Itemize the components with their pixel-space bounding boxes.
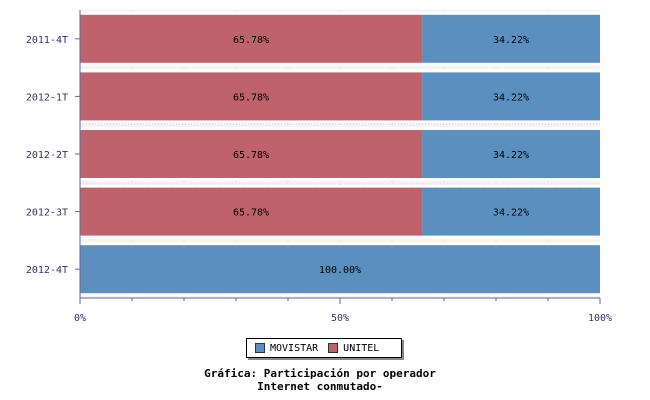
- legend-item-movistar: MOVISTAR: [255, 343, 318, 354]
- data-label-unitel: 65.78%: [233, 150, 269, 161]
- bar-movistar: [80, 245, 600, 294]
- bar-movistar: [422, 14, 600, 63]
- x-tick-label: 0%: [74, 313, 86, 324]
- legend-label-unitel: UNITEL: [343, 342, 380, 354]
- bar-movistar: [422, 187, 600, 236]
- bar-unitel: [80, 72, 423, 121]
- data-label-movistar: 100.00%: [319, 265, 361, 276]
- data-label-unitel: 65.78%: [233, 208, 269, 219]
- legend-swatch-movistar: [255, 343, 265, 353]
- x-tick-label: 50%: [331, 313, 349, 324]
- bar-movistar: [422, 130, 600, 178]
- data-label-movistar: 34.22%: [493, 35, 529, 46]
- x-tick-label: 100%: [588, 313, 612, 324]
- legend-label-movistar: MOVISTAR: [270, 342, 319, 354]
- bar-movistar: [422, 72, 600, 121]
- chart-plot: 65.78% 34.22% 2011-4T 65.78% 34.22% 2012-1T 65…: [26, 10, 612, 324]
- legend-item-unitel: UNITEL: [328, 343, 379, 354]
- data-label-movistar: 34.22%: [493, 150, 529, 161]
- bar-unitel: [80, 187, 423, 236]
- data-label-unitel: 65.78%: [233, 92, 269, 103]
- chart-title-line-2: Internet conmutado-: [257, 380, 383, 393]
- chart-title-line-1: Gráfica: Participación por operador: [204, 367, 436, 380]
- chart-legend: MOVISTAR UNITEL: [246, 338, 402, 358]
- category-label: 2011-4T: [26, 35, 68, 46]
- category-label: 2012-4T: [26, 265, 68, 276]
- legend-swatch-unitel: [328, 343, 339, 353]
- category-label: 2012-3T: [26, 208, 68, 219]
- data-label-movistar: 34.22%: [493, 208, 529, 219]
- bar-unitel: [80, 130, 423, 178]
- category-label: 2012-2T: [26, 150, 68, 161]
- category-label: 2012-1T: [26, 92, 68, 103]
- data-label-unitel: 65.78%: [233, 35, 269, 46]
- bar-unitel: [80, 14, 423, 63]
- data-label-movistar: 34.22%: [493, 92, 529, 103]
